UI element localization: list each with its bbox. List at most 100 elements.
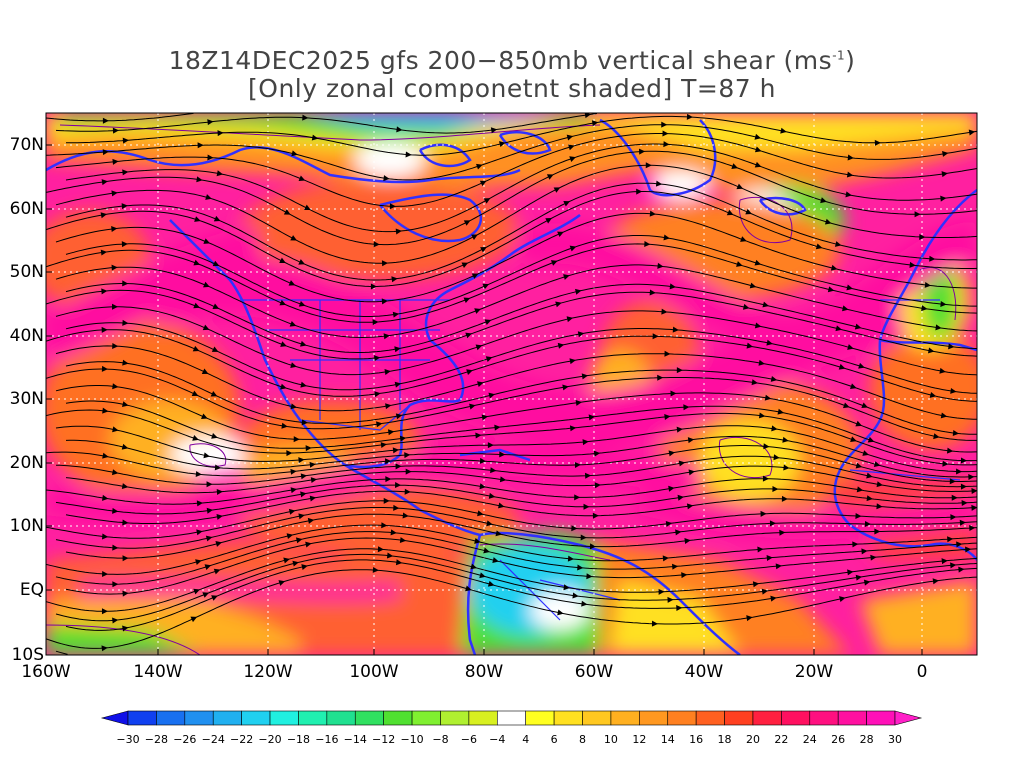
lon-label-100w: 100W <box>349 662 399 682</box>
streamline-arrow <box>394 381 402 388</box>
streamline-arrow <box>474 537 481 544</box>
streamline-arrow <box>775 563 782 570</box>
streamline-arrow <box>298 513 305 520</box>
streamline-arrow <box>667 596 674 603</box>
streamline-arrow <box>580 534 587 541</box>
streamline-arrow <box>873 461 881 468</box>
streamline-arrow <box>392 447 400 454</box>
streamline <box>55 164 977 264</box>
streamline-arrow <box>736 183 744 190</box>
colorbar-cell <box>496 710 527 726</box>
streamline-arrow <box>867 436 875 443</box>
colorbar-cell <box>837 710 867 726</box>
streamline-arrow <box>545 218 552 224</box>
colorbar-label: −8 <box>432 733 449 746</box>
streamline-arrow <box>566 316 574 323</box>
streamline-arrow <box>482 283 490 290</box>
streamline-arrow <box>864 521 871 528</box>
streamline-arrow <box>499 451 506 458</box>
streamline-arrow <box>202 592 210 598</box>
streamline-arrow <box>300 491 307 498</box>
streamline-arrow <box>399 435 407 442</box>
streamline <box>55 212 977 303</box>
streamline-arrow <box>965 546 972 553</box>
streamline-arrow <box>461 262 469 268</box>
streamline-arrow <box>311 134 319 141</box>
streamline <box>46 329 977 402</box>
streamline-arrow <box>968 473 975 480</box>
streamline-arrow <box>211 595 218 601</box>
streamline-arrow <box>206 481 213 488</box>
streamline-arrow <box>102 407 109 414</box>
streamline-arrow <box>283 557 290 564</box>
streamline-arrow <box>122 169 129 176</box>
streamline-arrow <box>761 588 769 595</box>
streamline-arrow <box>581 600 588 607</box>
lat-label-20n: 20N <box>9 453 44 473</box>
streamline <box>55 306 977 376</box>
streamline-arrow <box>112 303 119 310</box>
streamline-arrow <box>101 494 109 501</box>
colorbar-cell <box>241 710 271 726</box>
streamline-arrow <box>665 520 673 527</box>
streamline-arrow <box>658 588 665 595</box>
streamline-arrow <box>470 563 477 570</box>
streamline-arrow <box>593 450 601 457</box>
streamline-arrow <box>752 581 760 588</box>
streamline-arrow <box>574 494 581 501</box>
streamline-arrow <box>758 359 765 366</box>
streamline-arrow <box>395 413 403 420</box>
streamline-arrow <box>861 548 868 555</box>
streamline-arrow <box>971 504 977 511</box>
streamline-arrow <box>652 333 659 340</box>
streamline-arrow <box>846 171 854 178</box>
streamline-arrow <box>740 236 747 242</box>
streamline-arrow <box>214 464 222 471</box>
streamline-arrow <box>469 403 476 410</box>
colorbar-label: −30 <box>116 733 140 746</box>
streamline-arrow <box>838 363 846 370</box>
streamline-arrow <box>956 468 963 475</box>
streamline-arrow <box>395 463 402 470</box>
streamline-arrow <box>288 508 296 515</box>
streamline-arrow <box>475 432 482 439</box>
streamline-arrow <box>301 564 308 570</box>
streamline-arrow <box>289 320 297 327</box>
streamline-arrow <box>687 437 695 444</box>
streamline-arrow <box>815 243 823 250</box>
streamline-arrow <box>492 557 499 564</box>
streamline-arrow <box>485 356 493 362</box>
streamline-arrow <box>854 323 862 330</box>
streamline-arrow <box>961 499 968 506</box>
streamline-arrow <box>762 301 769 308</box>
streamline-arrow <box>769 520 776 527</box>
colorbar-cell <box>610 710 640 726</box>
streamline-arrow <box>582 439 589 446</box>
streamline-arrow <box>956 541 963 548</box>
streamline-arrow <box>385 403 392 410</box>
colorbar-cell <box>127 710 157 726</box>
streamline-arrow <box>746 342 754 349</box>
colorbar-label: −28 <box>144 733 169 746</box>
streamline-arrow <box>205 194 212 200</box>
streamline-arrow <box>474 308 481 314</box>
streamline-arrow <box>736 261 743 267</box>
streamline-arrow <box>479 483 486 490</box>
shear-shading <box>46 113 977 655</box>
streamline-arrow <box>862 450 869 456</box>
streamline-arrow <box>196 529 203 536</box>
streamline <box>46 409 977 466</box>
lat-label-40n: 40N <box>9 326 44 346</box>
streamline-arrow <box>909 261 916 268</box>
streamline-arrow <box>664 350 671 357</box>
streamline-arrow <box>960 483 967 490</box>
streamline-arrow <box>384 369 391 375</box>
streamlines <box>46 113 977 655</box>
streamline-arrow <box>932 578 939 585</box>
streamline-arrow <box>293 436 300 443</box>
colorbar-label: 30 <box>888 733 902 746</box>
streamline-arrow <box>211 433 218 439</box>
streamline-arrow <box>102 452 109 459</box>
streamline-arrow <box>383 175 390 182</box>
